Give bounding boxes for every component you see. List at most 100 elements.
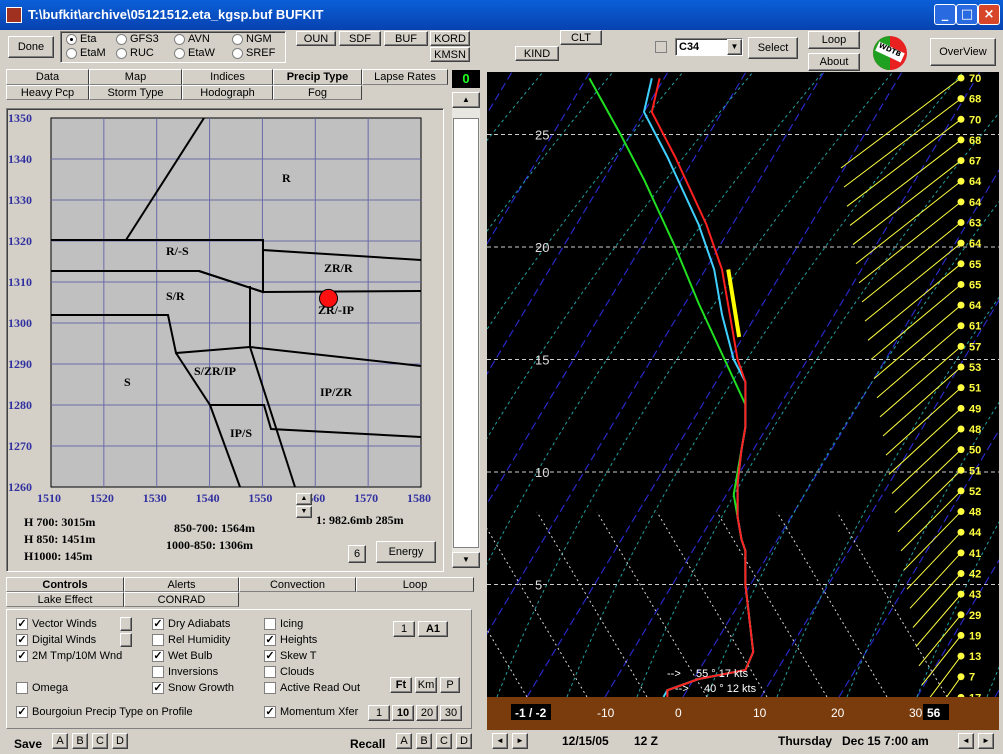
radio-dot[interactable] (116, 33, 127, 45)
save-slot-b[interactable]: B (72, 733, 88, 749)
chevron-down-icon[interactable]: ▼ (727, 39, 742, 55)
checkbox[interactable]: ✓ (152, 682, 164, 694)
model-radio-6[interactable]: EtaW (174, 47, 215, 59)
control-col3-4[interactable]: Active Read Out (264, 682, 360, 694)
tab-top-row2-0[interactable]: Heavy Pcp (6, 85, 89, 100)
model-radio-1[interactable]: GFS3 (116, 33, 159, 45)
tab-bottom-row1-1[interactable]: Alerts (124, 577, 239, 592)
minimize-button[interactable]: _ (934, 4, 956, 25)
tab-top-row2-2[interactable]: Hodograph (182, 85, 273, 100)
tab-top-row1-0[interactable]: Data (6, 69, 89, 85)
scrollbar-thumb[interactable] (453, 118, 479, 548)
recall-slot-d[interactable]: D (456, 733, 472, 749)
control-col3-3[interactable]: Clouds (264, 666, 314, 678)
control-col2-2[interactable]: ✓ Wet Bulb (152, 650, 212, 662)
control-col2-4[interactable]: ✓ Snow Growth (152, 682, 234, 694)
checkbox[interactable] (264, 682, 276, 694)
control-col1-0[interactable]: ✓ Vector Winds (16, 618, 97, 630)
control-col1-4[interactable]: ✓ Bourgoiun Precip Type on Profile (16, 706, 193, 718)
radio-dot[interactable] (66, 47, 77, 59)
recall-slot-b[interactable]: B (416, 733, 432, 749)
xfer-10-button[interactable]: 10 (392, 705, 414, 721)
checkbox[interactable] (16, 682, 28, 694)
skewt-sounding-panel[interactable]: 25 20 15 10 5 70 68 70 68 67 64 64 63 64 65 65 64 61 57 53 5… (487, 72, 999, 730)
tab-bottom-row2-0[interactable]: Lake Effect (6, 592, 124, 607)
overview-button[interactable]: OverView (930, 38, 996, 66)
model-radio-3[interactable]: NGM (232, 33, 272, 45)
control-col1-1[interactable]: ✓ Digital Winds (16, 634, 96, 646)
radio-dot[interactable] (174, 47, 185, 59)
control-col1-3[interactable]: Omega (16, 682, 68, 694)
step-button[interactable]: 6 (348, 545, 366, 563)
radio-dot[interactable] (174, 33, 185, 45)
done-button[interactable]: Done (8, 36, 54, 58)
checkbox[interactable]: ✓ (152, 618, 164, 630)
control-col3-5[interactable]: ✓ Momentum Xfer (264, 706, 358, 718)
vertical-scrollbar[interactable]: ▲ ▼ (452, 92, 480, 568)
tab-top-row1-3[interactable]: Precip Type (273, 69, 362, 85)
xfer-1-button[interactable]: 1 (368, 705, 390, 721)
checkbox[interactable] (264, 618, 276, 630)
save-slot-a[interactable]: A (52, 733, 68, 749)
station-clt-button[interactable]: CLT (560, 30, 602, 45)
vector-winds-option-button[interactable] (120, 617, 132, 631)
close-button[interactable]: × (978, 4, 1000, 25)
radio-dot[interactable] (66, 33, 77, 45)
station-checkbox[interactable] (655, 41, 667, 53)
control-col3-1[interactable]: ✓ Heights (264, 634, 317, 646)
model-radio-4[interactable]: EtaM (66, 47, 106, 59)
unit-ft-button[interactable]: Ft (390, 677, 412, 693)
checkbox[interactable]: ✓ (16, 634, 28, 646)
unit-km-button[interactable]: Km (415, 677, 437, 693)
station-kord-button[interactable]: KORD (430, 31, 470, 46)
scale-1-button[interactable]: 1 (393, 621, 415, 637)
tab-top-row1-4[interactable]: Lapse Rates (362, 69, 448, 85)
scroll-up-icon[interactable]: ▲ (452, 92, 480, 108)
control-col2-3[interactable]: Inversions (152, 666, 218, 678)
tab-bottom-row1-0[interactable]: Controls (6, 577, 124, 592)
radio-dot[interactable] (232, 47, 243, 59)
about-button[interactable]: About (808, 53, 860, 71)
tab-bottom-row2-1[interactable]: CONRAD (124, 592, 239, 607)
digital-winds-option-button[interactable] (120, 633, 132, 647)
save-slot-c[interactable]: C (92, 733, 108, 749)
station-select[interactable]: C34 ▼ (675, 38, 743, 56)
station-sdf-button[interactable]: SDF (339, 31, 381, 46)
scroll-down-icon[interactable]: ▼ (452, 552, 480, 568)
model-radio-0[interactable]: Eta (66, 33, 97, 45)
level-up-button[interactable]: ▲ (296, 493, 312, 505)
tab-top-row1-2[interactable]: Indices (182, 69, 273, 85)
select-button[interactable]: Select (748, 37, 798, 59)
level-down-button[interactable]: ▼ (296, 506, 312, 518)
checkbox[interactable] (152, 634, 164, 646)
prev-time-icon[interactable]: ◄ (492, 733, 508, 749)
control-col3-2[interactable]: ✓ Skew T (264, 650, 316, 662)
station-kind-button[interactable]: KIND (515, 46, 559, 61)
checkbox[interactable]: ✓ (264, 706, 276, 718)
checkbox[interactable]: ✓ (152, 650, 164, 662)
energy-button[interactable]: Energy (376, 541, 436, 563)
control-col3-0[interactable]: Icing (264, 618, 303, 630)
model-radio-5[interactable]: RUC (116, 47, 154, 59)
station-kmsn-button[interactable]: KMSN (430, 47, 470, 62)
xfer-20-button[interactable]: 20 (416, 705, 438, 721)
tab-top-row2-1[interactable]: Storm Type (89, 85, 182, 100)
recall-slot-c[interactable]: C (436, 733, 452, 749)
checkbox[interactable] (152, 666, 164, 678)
radio-dot[interactable] (232, 33, 243, 45)
scale-a1-button[interactable]: A1 (418, 621, 448, 637)
radio-dot[interactable] (116, 47, 127, 59)
prev-frame-icon[interactable]: ◄ (958, 733, 974, 749)
loop-button[interactable]: Loop (808, 31, 860, 49)
save-slot-d[interactable]: D (112, 733, 128, 749)
checkbox[interactable]: ✓ (16, 706, 28, 718)
control-col1-2[interactable]: ✓ 2M Tmp/10M Wnd (16, 650, 122, 662)
checkbox[interactable]: ✓ (16, 618, 28, 630)
station-buf-button[interactable]: BUF (384, 31, 428, 46)
xfer-30-button[interactable]: 30 (440, 705, 462, 721)
recall-slot-a[interactable]: A (396, 733, 412, 749)
control-col2-0[interactable]: ✓ Dry Adiabats (152, 618, 230, 630)
next-time-icon[interactable]: ► (512, 733, 528, 749)
station-oun-button[interactable]: OUN (296, 31, 336, 46)
model-radio-7[interactable]: SREF (232, 47, 275, 59)
